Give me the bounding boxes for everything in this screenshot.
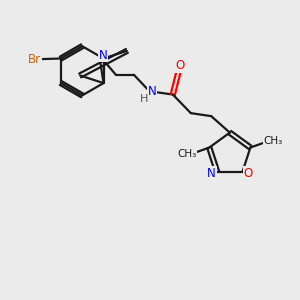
Text: N: N: [207, 167, 216, 180]
Text: CH₃: CH₃: [177, 149, 197, 159]
Text: N: N: [147, 85, 156, 98]
Text: N: N: [98, 49, 107, 62]
Text: Br: Br: [28, 52, 41, 66]
Text: CH₃: CH₃: [263, 136, 283, 146]
Text: H: H: [140, 94, 148, 104]
Text: O: O: [175, 59, 184, 72]
Text: O: O: [243, 167, 253, 180]
